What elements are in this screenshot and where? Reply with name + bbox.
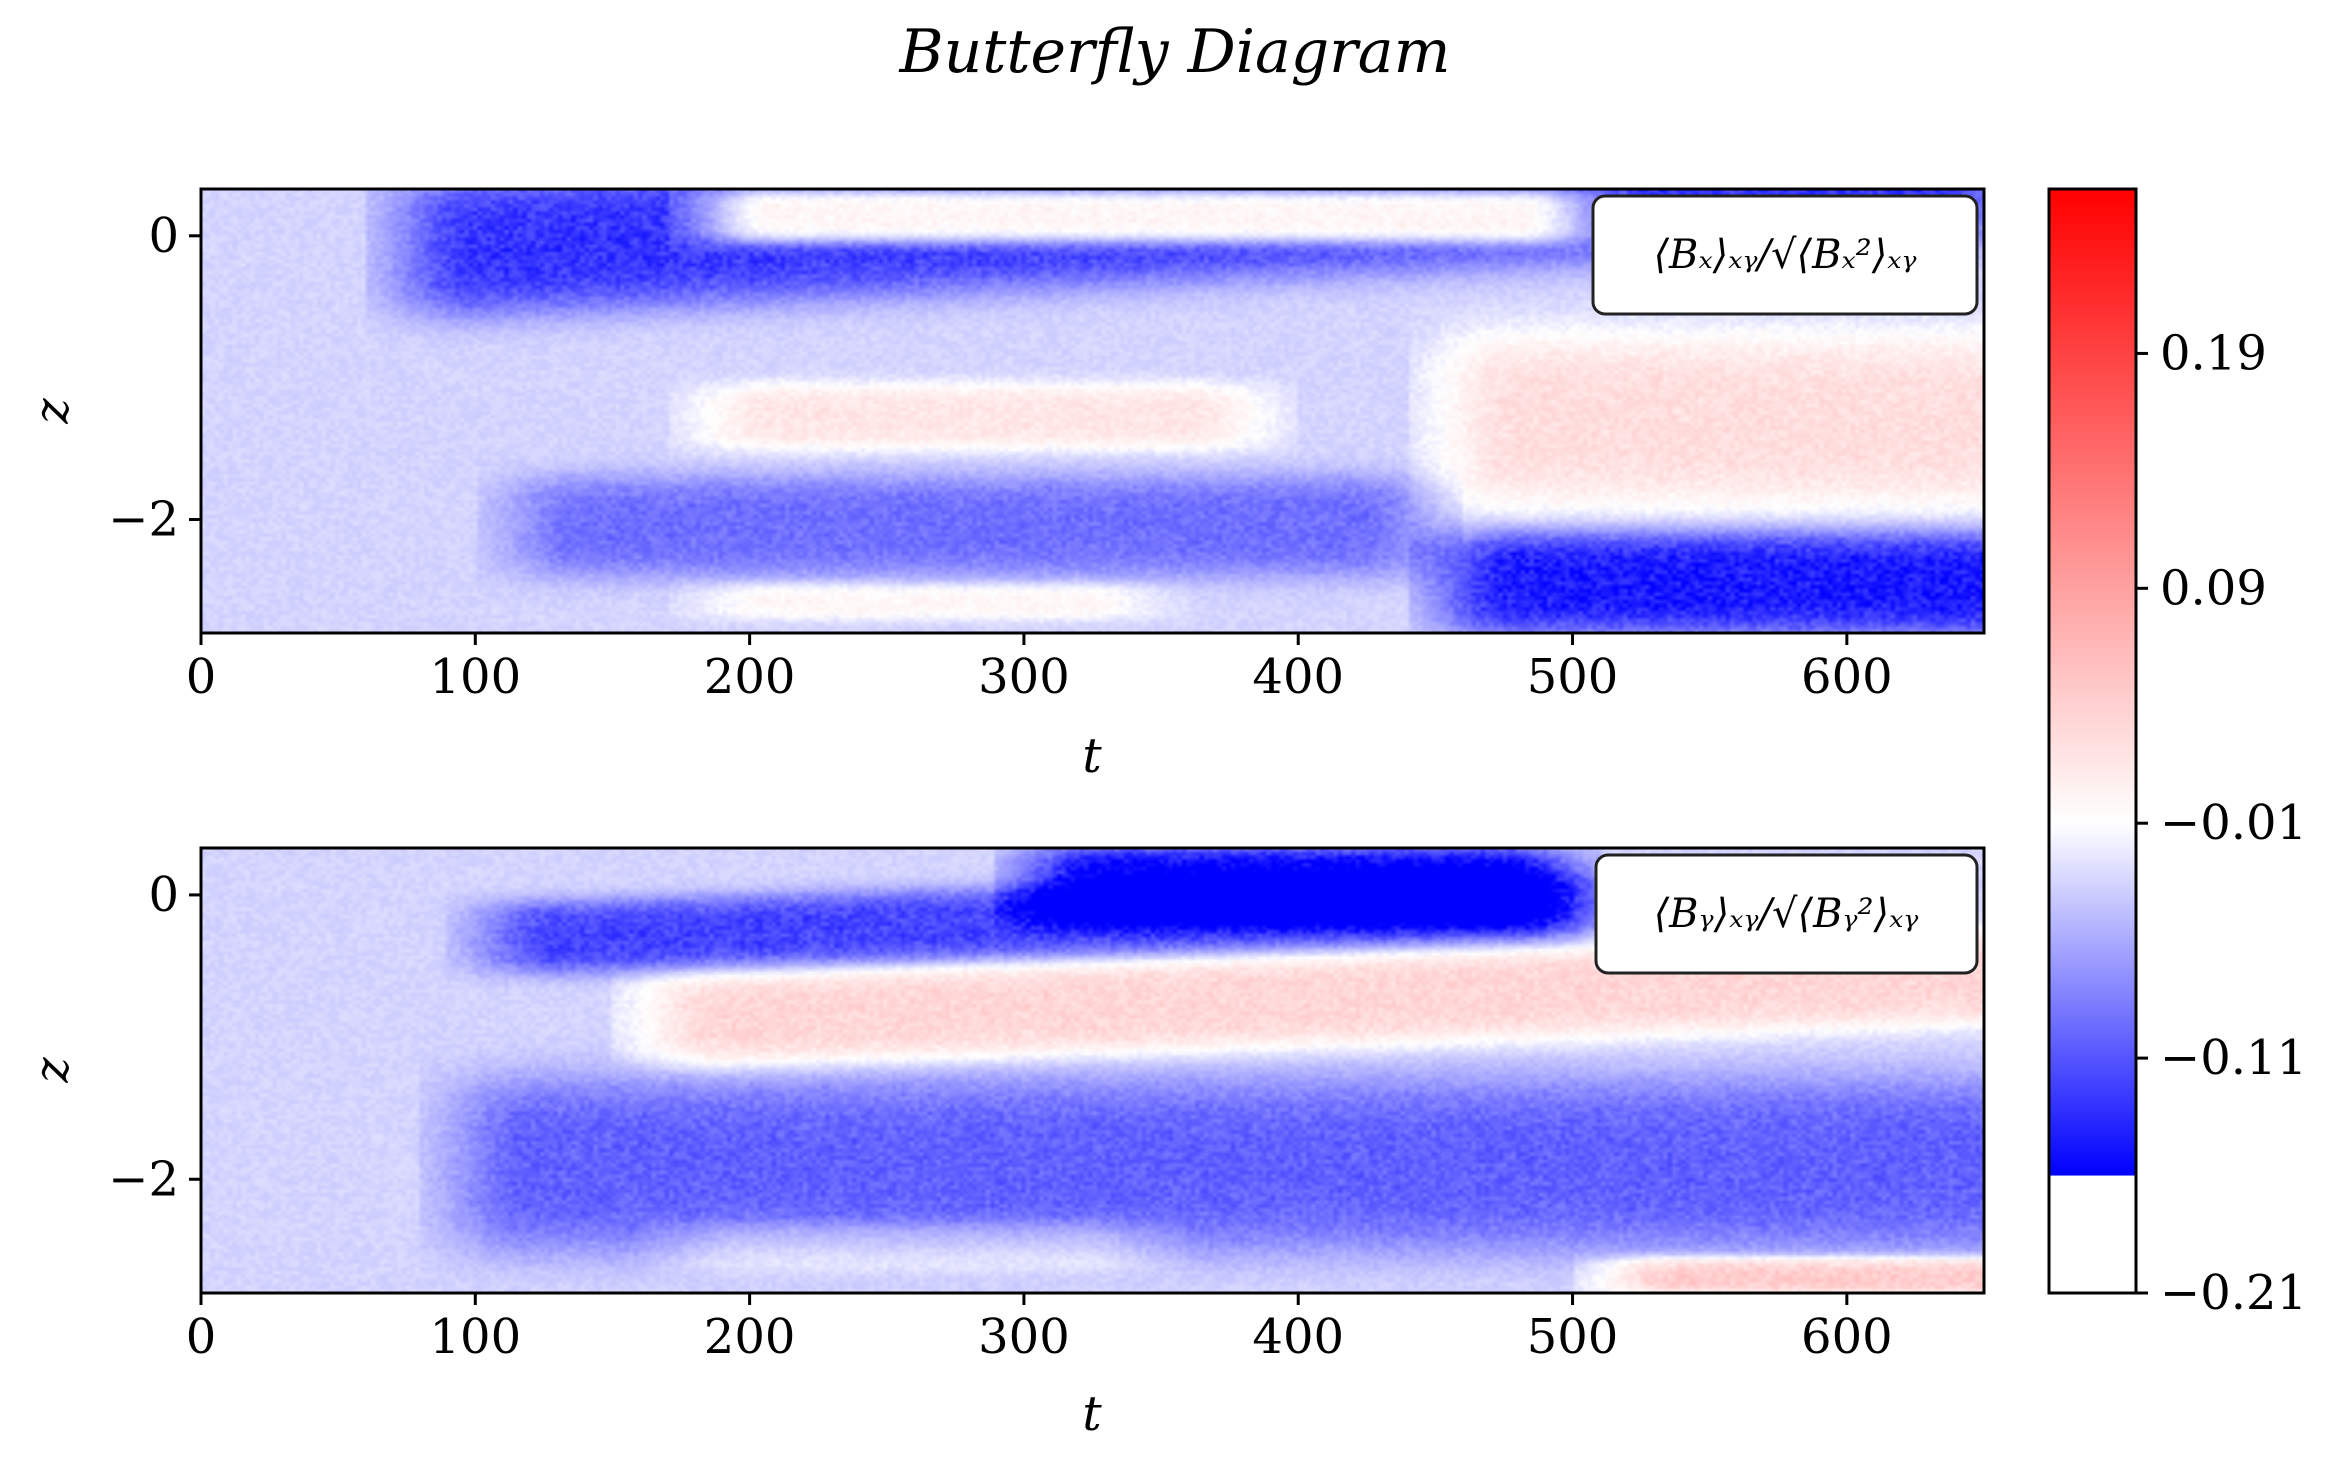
by-x-axis: 0 100 200 300 400 500 600: [186, 1293, 1893, 1365]
bx-x-tick-label: 500: [1527, 649, 1619, 705]
bx-plot-frame: [199, 187, 1986, 635]
by-x-tick-label: 100: [429, 1309, 521, 1365]
colorbar: 0.19 0.09 −0.01 −0.11 −0.21: [2047, 187, 2307, 1321]
colorbar-tick-label: −0.21: [2160, 1265, 2307, 1321]
colorbar-gradient: [2049, 189, 2136, 1176]
bx-x-axis: 0 100 200 300 400 500 600: [186, 633, 1893, 705]
by-x-tick-label: 400: [1252, 1309, 1344, 1365]
colorbar-blank-segment: [2049, 1175, 2136, 1293]
by-plot-frame: [199, 846, 1986, 1295]
colorbar-tick-label: −0.01: [2160, 795, 2307, 851]
bx-annotation-text: ⟨Bₓ⟩ₓᵧ/√⟨Bₓ²⟩ₓᵧ: [1653, 232, 1916, 278]
by-x-tick-label: 500: [1527, 1309, 1619, 1365]
bx-x-tick-label: 400: [1252, 649, 1344, 705]
by-annotation-box: ⟨Bᵧ⟩ₓᵧ/√⟨Bᵧ²⟩ₓᵧ: [1594, 853, 1979, 975]
by-annotation-text: ⟨Bᵧ⟩ₓᵧ/√⟨Bᵧ²⟩ₓᵧ: [1654, 891, 1919, 937]
by-x-tick-label: 200: [704, 1309, 796, 1365]
by-heatmap-panel: 0 100 200 300 400 500 600 0 −2 t z ⟨Bᵧ⟩ₓᵧ/√⟨Bᵧ²…: [24, 846, 1986, 1442]
bx-y-tick-label: −2: [108, 492, 179, 548]
colorbar-tick-label: 0.19: [2160, 325, 2267, 381]
bx-x-tick-label: 200: [704, 649, 796, 705]
by-y-axis-label: z: [24, 1057, 80, 1084]
by-x-tick-label: 300: [978, 1309, 1070, 1365]
colorbar-tick-label: 0.09: [2160, 560, 2267, 616]
bx-x-axis-label: t: [1082, 728, 1102, 784]
by-y-tick-label: −2: [108, 1151, 179, 1207]
bx-heatmap-panel: 0 100 200 300 400 500 600 0 −2 t z ⟨Bₓ⟩ₓᵧ/√⟨Bₓ²…: [24, 187, 1986, 784]
bx-y-axis: 0 −2: [108, 208, 201, 548]
bx-y-axis-label: z: [24, 398, 80, 425]
figure-title: Butterfly Diagram: [899, 17, 1451, 87]
by-y-axis: 0 −2: [108, 867, 201, 1207]
colorbar-tick-label: −0.11: [2160, 1030, 2307, 1086]
bx-x-tick-label: 100: [429, 649, 521, 705]
bx-y-tick-label: 0: [148, 208, 179, 264]
by-x-axis-label: t: [1082, 1386, 1102, 1442]
bx-annotation-box: ⟨Bₓ⟩ₓᵧ/√⟨Bₓ²⟩ₓᵧ: [1591, 194, 1979, 316]
colorbar-ticks: 0.19 0.09 −0.01 −0.11 −0.21: [2136, 325, 2307, 1321]
colorbar-frame: [2047, 187, 2138, 1295]
bx-x-tick-label: 600: [1801, 649, 1893, 705]
by-x-tick-label: 0: [186, 1309, 217, 1365]
bx-x-tick-label: 0: [186, 649, 217, 705]
bx-x-tick-label: 300: [978, 649, 1070, 705]
by-y-tick-label: 0: [148, 867, 179, 923]
by-x-tick-label: 600: [1801, 1309, 1893, 1365]
